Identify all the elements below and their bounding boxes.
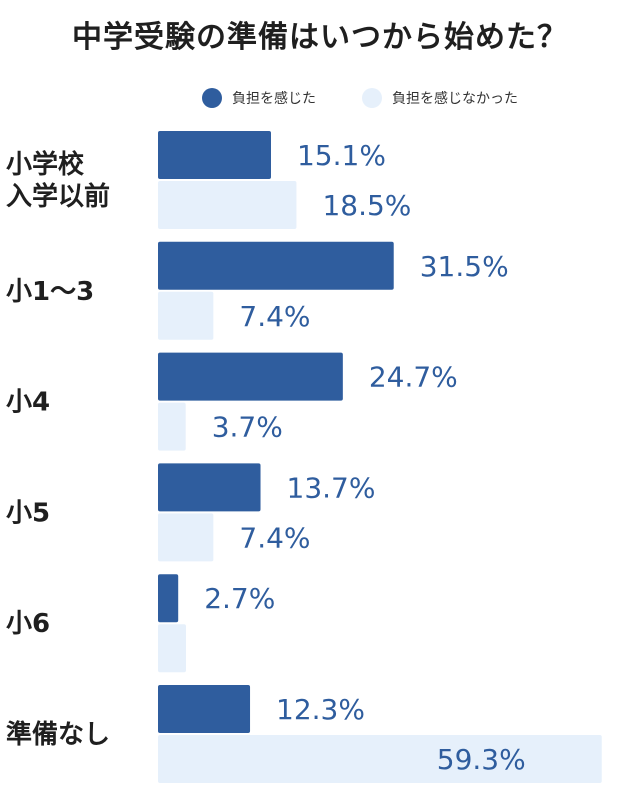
bar-1-1: [158, 291, 214, 340]
value-label-3-0: 13.7%: [287, 471, 376, 504]
bar-5-0: [158, 685, 251, 733]
value-label-0-0: 15.1%: [297, 139, 386, 172]
category-label-3-0: 小5: [6, 498, 50, 528]
category-label-5-0: 準備なし: [6, 719, 110, 750]
value-label-2-0: 24.7%: [369, 361, 458, 394]
value-label-2-1: 3.7%: [212, 411, 283, 444]
legend-label-1: 負担を感じなかった: [392, 90, 518, 107]
value-label-1-1: 7.4%: [239, 300, 310, 333]
bar-0-0: [158, 131, 271, 179]
chart-title: 中学受験の準備はいつから始めた？: [72, 20, 568, 55]
value-label-5-0: 12.3%: [276, 693, 365, 726]
bar-4-0: [158, 574, 179, 623]
bar-2-1: [158, 402, 186, 451]
value-label-4-0: 2.7%: [204, 582, 275, 615]
bar-1-0: [158, 241, 394, 290]
legend-label-0: 負担を感じた: [232, 90, 316, 107]
category-label-0-0: 小学校: [6, 149, 85, 180]
category-label-1-0: 小1〜3: [6, 277, 94, 307]
bar-3-1: [158, 513, 214, 562]
bar-2-0: [158, 352, 343, 401]
value-label-5-1: 59.3%: [437, 743, 526, 776]
category-label-0-1: 入学以前: [6, 181, 110, 212]
bar-5-1: [158, 735, 602, 783]
value-label-0-1: 18.5%: [322, 189, 411, 222]
bar-4-1: [158, 624, 186, 673]
value-label-1-0: 31.5%: [420, 250, 509, 283]
value-label-3-1: 7.4%: [239, 521, 310, 554]
bar-3-0: [158, 463, 261, 512]
category-label-2-0: 小4: [6, 388, 50, 418]
legend-marker-0: [202, 88, 222, 108]
bar-0-1: [158, 181, 297, 229]
category-label-4-0: 小6: [6, 609, 50, 639]
legend-marker-1: [362, 88, 382, 108]
